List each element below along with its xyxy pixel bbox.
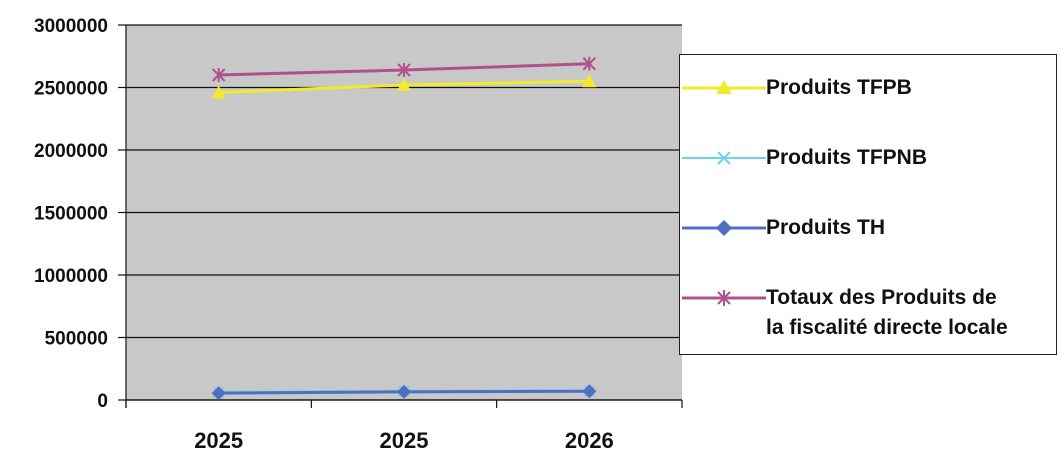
data-point [211, 68, 226, 82]
data-point [582, 384, 597, 399]
data-point [397, 384, 411, 399]
data-point [397, 78, 411, 91]
y-tick-label: 2000000 [34, 141, 108, 162]
legend-label-totaux: Totaux des Produits de la fiscalité dire… [766, 283, 1008, 343]
legend-label-th: Produits TH [766, 216, 885, 239]
legend-label-tfpnb: Produits TFPNB [766, 146, 927, 169]
y-tick-label: 2500000 [34, 79, 108, 100]
legend-key-tfpb [680, 77, 766, 99]
legend: Produits TFPB Produits TFPNB Produits TH… [679, 54, 1057, 355]
legend-key-totaux [680, 287, 766, 309]
series-group [211, 56, 597, 401]
legend-label-totaux-line1: Totaux des Produits de [766, 286, 997, 309]
legend-item-tfpb: Produits TFPB [680, 76, 1056, 103]
x-tick-label: 2025 [380, 428, 429, 450]
y-tick-label: 3000000 [34, 16, 108, 37]
y-tick-label: 0 [97, 391, 108, 412]
legend-key-th [680, 217, 766, 239]
y-tick-label: 500000 [45, 329, 108, 350]
data-point [582, 74, 597, 88]
legend-item-th: Produits TH [680, 216, 1056, 243]
x-tick-label: 2026 [565, 428, 614, 450]
data-point [582, 56, 597, 71]
legend-item-tfpnb: Produits TFPNB [680, 146, 1056, 173]
y-tick-label: 1500000 [34, 204, 108, 225]
legend-key-tfpnb [680, 147, 766, 169]
x-axis-ticks: 2025 2025 2026 [125, 400, 683, 450]
y-tick-label: 1000000 [34, 266, 108, 287]
data-point [397, 63, 411, 77]
legend-label-tfpb: Produits TFPB [766, 76, 912, 99]
data-point [211, 386, 226, 401]
legend-item-totaux: Totaux des Produits de la fiscalité dire… [680, 286, 1056, 343]
y-axis-ticks: 0 500000 1000000 1500000 2000000 2500000 30000… [34, 16, 126, 412]
legend-label-totaux-line2: la fiscalité directe locale [766, 316, 1008, 339]
x-tick-label: 2025 [194, 428, 243, 450]
data-point [211, 85, 226, 99]
